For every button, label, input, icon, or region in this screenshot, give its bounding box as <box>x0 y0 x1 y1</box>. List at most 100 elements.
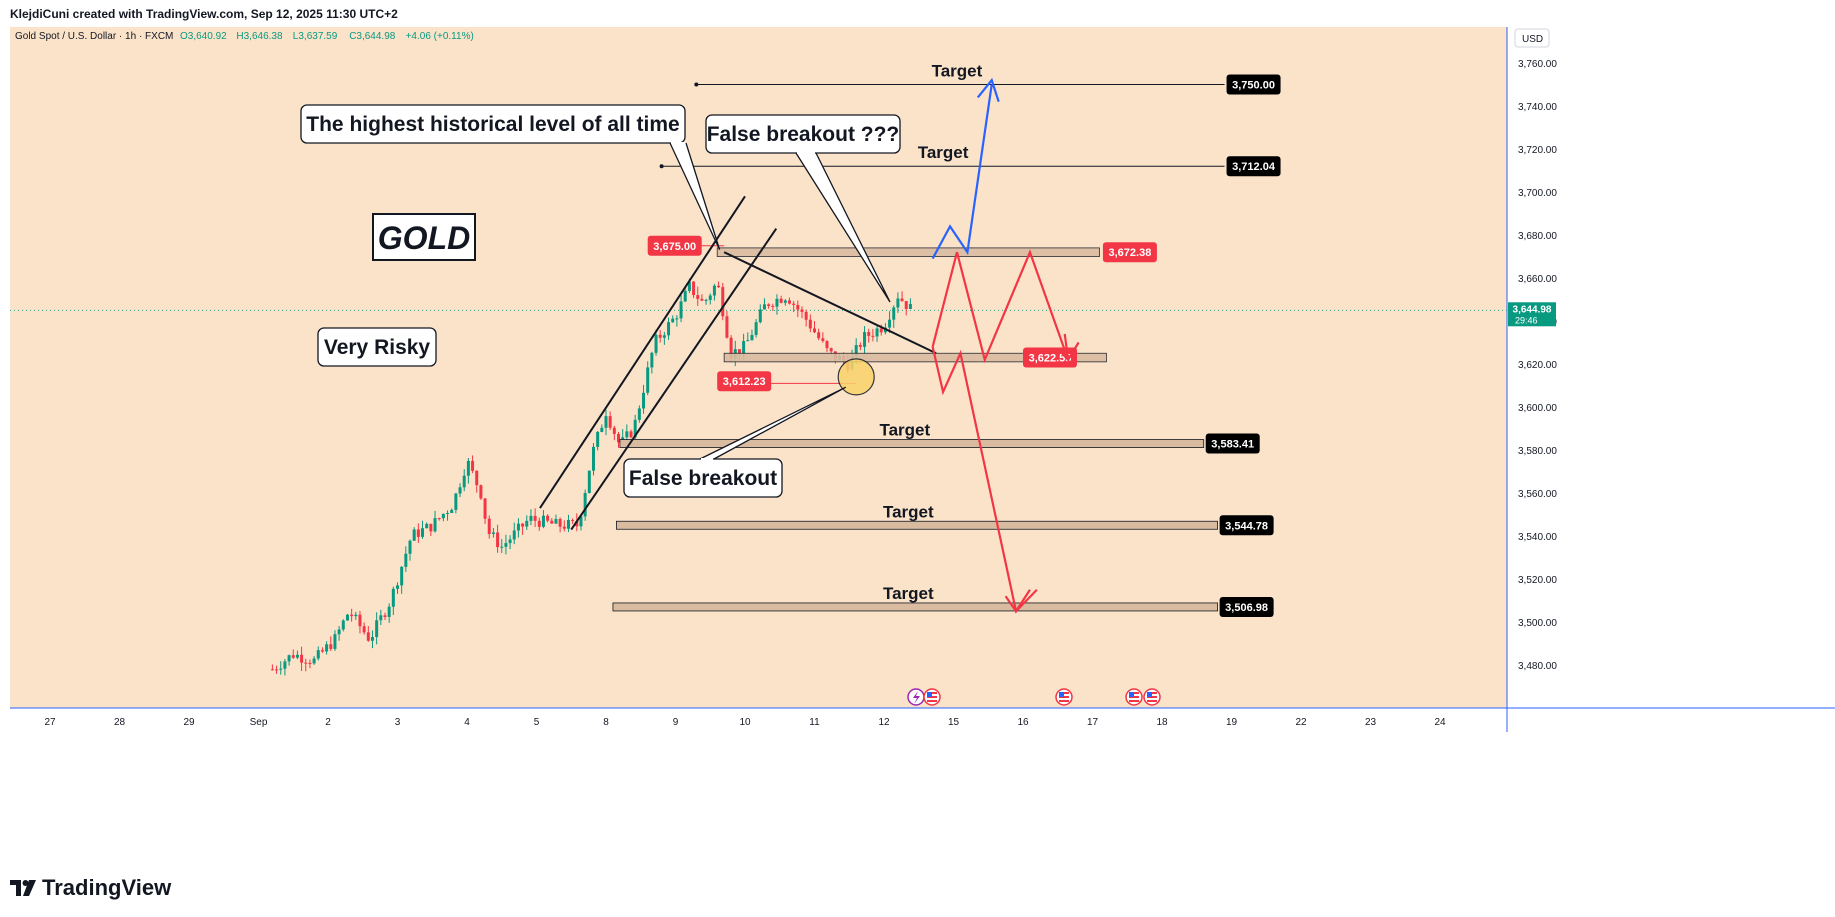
target-price-box <box>1205 433 1260 454</box>
flag-canton <box>1129 692 1134 697</box>
bullish-scenario-path <box>931 84 993 260</box>
last-price-countdown: 29:46 <box>1515 315 1538 325</box>
candle-body <box>337 629 341 635</box>
candle-body <box>496 532 500 548</box>
target-level: Target 3,544.78 <box>616 502 1274 536</box>
candle-body <box>821 338 825 342</box>
candle-body <box>662 335 666 338</box>
candle-body <box>533 515 537 521</box>
candle-body <box>491 532 495 534</box>
candle-body <box>479 485 483 499</box>
candle-body <box>379 615 383 621</box>
candle-body <box>504 543 508 547</box>
false-breakout-callout-text: False breakout <box>629 467 777 490</box>
target-title: Target <box>879 421 930 440</box>
candle-body <box>700 298 704 301</box>
candle-body <box>900 298 904 302</box>
candle-body <box>375 620 379 638</box>
candle-body <box>750 334 754 341</box>
candle-body <box>583 492 587 517</box>
resistance-zone <box>716 247 1100 257</box>
candle-body <box>579 516 583 527</box>
false-breakout-callout-pointer <box>699 386 847 460</box>
candle-body <box>462 475 466 488</box>
candle-body <box>537 520 541 527</box>
flag-stripe <box>1059 700 1069 702</box>
candle-body <box>458 487 462 494</box>
candle-body <box>858 345 862 347</box>
range-arrowhead <box>1056 333 1070 363</box>
y-tick-label: 3,760.00 <box>1518 59 1557 70</box>
chart-area[interactable]: USD 3,480.00 3,500.00 3,520.00 3,540.00 3,560… <box>10 27 1835 857</box>
y-tick-label: 3,520.00 <box>1518 575 1557 586</box>
x-tick-label: 8 <box>603 717 609 728</box>
y-tick-label: 3,480.00 <box>1518 661 1557 672</box>
credit-text: KlejdiCuni created with TradingView.com,… <box>10 7 398 21</box>
candle-body <box>875 328 879 337</box>
candle-body <box>554 519 558 524</box>
target-price-box <box>1219 515 1274 536</box>
candle-body <box>646 367 650 393</box>
candle-body <box>341 620 345 630</box>
candle-body <box>566 519 570 529</box>
symbol-line: Gold Spot / U.S. Dollar · 1h · FXCM <box>15 31 173 42</box>
price-chart-svg[interactable]: USD 3,480.00 3,500.00 3,520.00 3,540.00 3,560… <box>10 27 1835 857</box>
low-price-tag-text: 3,612.23 <box>723 376 766 388</box>
target-price-label: 3,712.04 <box>1232 161 1276 173</box>
x-tick-label: 15 <box>948 717 960 728</box>
currency-label: USD <box>1514 28 1550 48</box>
price-axis-background <box>1507 27 1835 857</box>
candle-body <box>320 650 324 652</box>
currency-box <box>1514 28 1550 48</box>
target-level: Target 3,506.98 <box>612 584 1274 617</box>
candle-body <box>587 470 591 493</box>
candle-body <box>629 431 633 438</box>
candle-body <box>712 285 716 296</box>
candle-body <box>425 523 429 529</box>
candle-body <box>279 668 283 670</box>
candle-body <box>637 408 641 420</box>
bearish-scenario-path <box>931 346 1038 614</box>
candle-body <box>325 644 329 652</box>
false-breakout-q-callout-pointer <box>795 152 891 303</box>
bearish-arrowhead <box>1004 589 1031 614</box>
candle-body <box>558 519 562 527</box>
candle-body <box>308 663 312 665</box>
candle-body <box>416 529 420 537</box>
candle-body <box>316 650 320 659</box>
ohlc-open: O3,640.92 <box>180 31 227 42</box>
ath-price-tag-box <box>647 235 702 256</box>
candle-body <box>562 526 566 529</box>
x-tick-label: 29 <box>183 717 195 728</box>
target-zone <box>616 520 1218 530</box>
candle-body <box>521 523 525 527</box>
flag-stripe <box>1129 700 1139 702</box>
candle-body <box>429 523 433 532</box>
target-price-box <box>1226 74 1281 95</box>
candle-body <box>892 307 896 320</box>
candle-body <box>825 341 829 349</box>
target-price-box <box>1226 156 1281 177</box>
candle-body <box>854 345 858 357</box>
flag-canton <box>1147 692 1152 697</box>
candle-body <box>642 392 646 409</box>
candle-body <box>617 433 621 443</box>
candle-body <box>412 529 416 541</box>
event-flag-1 <box>923 688 941 706</box>
candle-body <box>437 518 441 520</box>
target-price-label: 3,583.41 <box>1211 439 1254 451</box>
bullish-arrowhead <box>976 77 1000 103</box>
candles-group <box>270 278 912 676</box>
y-tick-label: 3,740.00 <box>1518 102 1557 113</box>
target-title: Target <box>883 502 934 521</box>
candle-body <box>483 498 487 519</box>
candle-body <box>800 309 804 312</box>
candle-body <box>829 348 833 352</box>
candle-body <box>896 298 900 308</box>
candle-body <box>658 334 662 338</box>
candle-body <box>671 318 675 323</box>
y-tick-label: 3,680.00 <box>1518 231 1557 242</box>
y-tick-label: 3,620.00 <box>1518 360 1557 371</box>
last-price-value: 3,644.98 <box>1513 304 1552 315</box>
